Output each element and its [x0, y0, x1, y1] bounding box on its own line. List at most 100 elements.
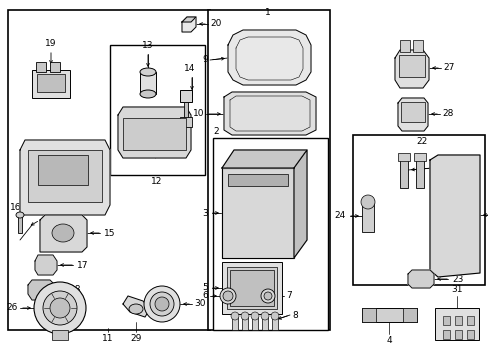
Bar — [32, 70, 70, 98]
Polygon shape — [222, 168, 293, 258]
Polygon shape — [182, 17, 196, 32]
Bar — [399, 40, 409, 52]
Bar — [227, 174, 287, 186]
Bar — [271, 316, 278, 330]
Bar — [251, 316, 258, 330]
Bar — [229, 270, 273, 306]
Bar — [38, 155, 88, 185]
Text: 23: 23 — [451, 274, 463, 284]
Bar — [180, 117, 192, 127]
Circle shape — [270, 312, 279, 320]
Polygon shape — [28, 280, 56, 300]
Bar — [454, 316, 461, 325]
Bar — [52, 330, 68, 340]
Bar — [8, 10, 209, 330]
Bar — [352, 135, 484, 285]
Bar — [412, 40, 422, 52]
Text: 11: 11 — [102, 334, 114, 343]
Polygon shape — [229, 96, 309, 131]
Bar — [183, 102, 187, 120]
Circle shape — [250, 312, 259, 320]
Bar — [37, 74, 65, 92]
Bar — [110, 45, 204, 175]
Bar — [454, 330, 461, 339]
Ellipse shape — [140, 68, 156, 76]
Polygon shape — [394, 50, 428, 88]
Ellipse shape — [140, 90, 156, 98]
Bar — [361, 200, 373, 232]
Ellipse shape — [52, 224, 74, 242]
Ellipse shape — [129, 304, 142, 314]
Bar — [140, 72, 156, 94]
Bar — [222, 262, 282, 314]
Bar — [402, 308, 416, 322]
Polygon shape — [224, 92, 315, 135]
Bar — [415, 158, 423, 188]
Text: 5: 5 — [202, 284, 207, 292]
Text: 15: 15 — [104, 229, 115, 238]
Text: 12: 12 — [151, 177, 163, 186]
Text: 16: 16 — [10, 203, 21, 212]
Text: 29: 29 — [130, 334, 142, 343]
Text: 4: 4 — [386, 336, 391, 345]
Circle shape — [50, 298, 70, 318]
Text: 30: 30 — [194, 300, 205, 309]
Bar — [262, 316, 267, 330]
Text: 10: 10 — [192, 109, 203, 118]
Polygon shape — [182, 17, 196, 22]
Bar — [398, 55, 424, 77]
Text: 20: 20 — [209, 19, 221, 28]
Text: 31: 31 — [450, 285, 462, 294]
Text: 18: 18 — [70, 285, 81, 294]
Circle shape — [143, 286, 180, 322]
Circle shape — [150, 292, 174, 316]
Polygon shape — [35, 255, 57, 275]
Bar — [123, 118, 185, 150]
Polygon shape — [293, 150, 306, 258]
Ellipse shape — [16, 212, 24, 218]
Text: 27: 27 — [442, 63, 453, 72]
Bar — [442, 330, 449, 339]
Polygon shape — [429, 155, 479, 277]
Circle shape — [223, 291, 232, 301]
Text: 6: 6 — [202, 292, 207, 301]
Text: 21: 21 — [413, 124, 425, 133]
Bar — [361, 308, 375, 322]
Polygon shape — [20, 140, 110, 215]
Polygon shape — [123, 296, 150, 317]
Polygon shape — [222, 150, 306, 168]
Text: 8: 8 — [291, 310, 297, 320]
Bar — [28, 150, 102, 202]
Bar — [50, 62, 60, 72]
Text: 7: 7 — [285, 292, 291, 301]
Bar — [399, 158, 407, 188]
Polygon shape — [118, 107, 191, 158]
Text: 14: 14 — [184, 64, 195, 73]
Bar — [434, 308, 478, 340]
Text: 19: 19 — [45, 39, 57, 48]
Bar — [466, 316, 473, 325]
Bar — [442, 316, 449, 325]
Bar — [413, 153, 425, 161]
Text: 13: 13 — [142, 41, 153, 50]
Bar — [242, 316, 247, 330]
Bar — [400, 102, 424, 122]
Text: 1: 1 — [264, 8, 270, 17]
Circle shape — [155, 297, 169, 311]
Circle shape — [261, 289, 274, 303]
Circle shape — [261, 312, 268, 320]
Bar — [207, 10, 329, 330]
Bar — [466, 330, 473, 339]
Text: 3: 3 — [202, 208, 207, 217]
Bar — [226, 267, 276, 309]
Polygon shape — [407, 270, 433, 288]
Polygon shape — [227, 30, 310, 85]
Bar — [18, 215, 22, 233]
Text: 28: 28 — [441, 109, 452, 118]
Bar — [36, 62, 46, 72]
Text: 9: 9 — [202, 55, 207, 64]
Circle shape — [241, 312, 248, 320]
Circle shape — [34, 282, 86, 334]
Circle shape — [43, 291, 77, 325]
Bar — [213, 138, 327, 330]
